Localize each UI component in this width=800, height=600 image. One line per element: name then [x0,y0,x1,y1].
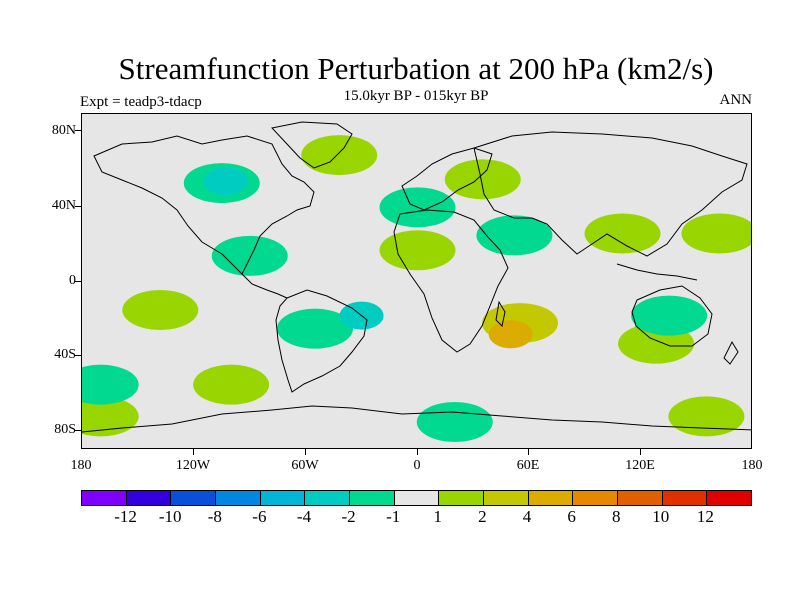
plot-subtitle: 15.0kyr BP - 015kyr BP [343,88,489,104]
contour-region-antarctic-atlantic [416,402,493,442]
lon-label: 60E [516,458,540,473]
lon-label: 60W [291,458,319,473]
lon-label: 120E [625,458,655,473]
lat-label: 40S [54,347,76,362]
contour-region-central-eurasia [444,159,521,200]
coastline-greenland [271,121,353,169]
contour-region-caribbean [211,235,288,276]
lat-tick [75,130,81,131]
colorbar-box [350,491,395,505]
lat-label: 80S [54,422,76,437]
colorbar-label: 8 [611,507,621,526]
contour-region-southern-ocean-west [82,396,139,437]
contour-region-west-pacific [681,213,751,254]
experiment-label: Expt = teadp3-tdacp [80,94,202,110]
colorbar-box [439,491,485,505]
contour-region-australia [631,295,708,336]
lat-tick [75,206,81,207]
lat-label: 0 [69,273,76,288]
contour-region-southeast-pacific [82,364,139,405]
contour-region-south-asia-patch [584,213,661,254]
colorbar-label: 1 [433,507,443,526]
lon-label: 180 [741,458,763,473]
coastline-antarctica [82,405,751,433]
contour-region-greenland-north-atlantic [301,135,378,176]
coastline-africa [393,209,509,353]
colorbar-label: -1 [386,507,401,526]
colorbar-label: 12 [696,507,714,526]
colorbar-box [305,491,351,505]
colorbar-label: -4 [296,507,312,526]
contour-region-southern-ocean-pacific [193,364,270,405]
contour-layer [82,135,751,442]
contour-region-north-america-core [203,167,248,196]
coastline-new-zealand [723,340,739,365]
colorbar-box [484,491,529,505]
colorbar-label: -10 [158,507,182,526]
lat-tick [75,430,81,431]
lon-tick [305,449,306,455]
colorbar-label: 6 [567,507,576,526]
lon-tick [528,449,529,455]
lat-label: 80N [51,123,76,138]
contour-region-south-pacific-patch [122,290,199,330]
contour-region-south-atlantic-america [276,308,353,349]
colorbar-label: -2 [341,507,356,526]
lon-tick [640,449,641,455]
colorbar-box [260,491,306,505]
colorbar-box [216,491,261,505]
lon-label: 0 [413,458,421,473]
colorbar-label: 4 [522,507,532,526]
colorbar-box [662,491,708,505]
coastline-madagascar [495,300,506,328]
colorbar [81,490,752,506]
coastline-central-america [241,273,288,299]
colorbar-box [528,491,574,505]
colorbar-label: 2 [478,507,487,526]
colorbar-label: -6 [252,507,267,526]
lon-label: 120W [175,458,211,473]
contour-region-southern-ocean-east [668,396,745,437]
colorbar-box [171,491,217,505]
coastline-north-america [93,135,315,275]
contour-region-equatorial-atlantic-africa [379,230,456,271]
colorbar-label: 10 [652,507,670,526]
contour-region-madagascar-core [488,320,533,349]
colorbar-label: -8 [207,507,222,526]
lat-tick [75,355,81,356]
lon-tick [193,449,194,455]
colorbar-box [82,491,127,505]
lat-tick [75,281,81,282]
coastline-australia [631,285,713,347]
colorbar-box [394,491,440,505]
coastline-south-america [275,289,368,393]
map-canvas [82,121,751,442]
lon-tick [417,449,418,455]
coastline-asia [473,131,748,257]
map-panel [81,113,752,449]
colorbar-box [573,491,619,505]
colorbar-box [707,491,752,505]
plot-title: Streamfunction Perturbation at 200 hPa (… [118,51,714,86]
coastlines [82,121,751,433]
colorbar-box [126,491,172,505]
colorbar-label: -12 [114,507,137,526]
lat-label: 40N [51,198,76,213]
season-label: ANN [719,92,753,108]
lon-label: 180 [70,458,92,473]
colorbar-box [618,491,663,505]
coastline-indonesia [616,263,698,281]
